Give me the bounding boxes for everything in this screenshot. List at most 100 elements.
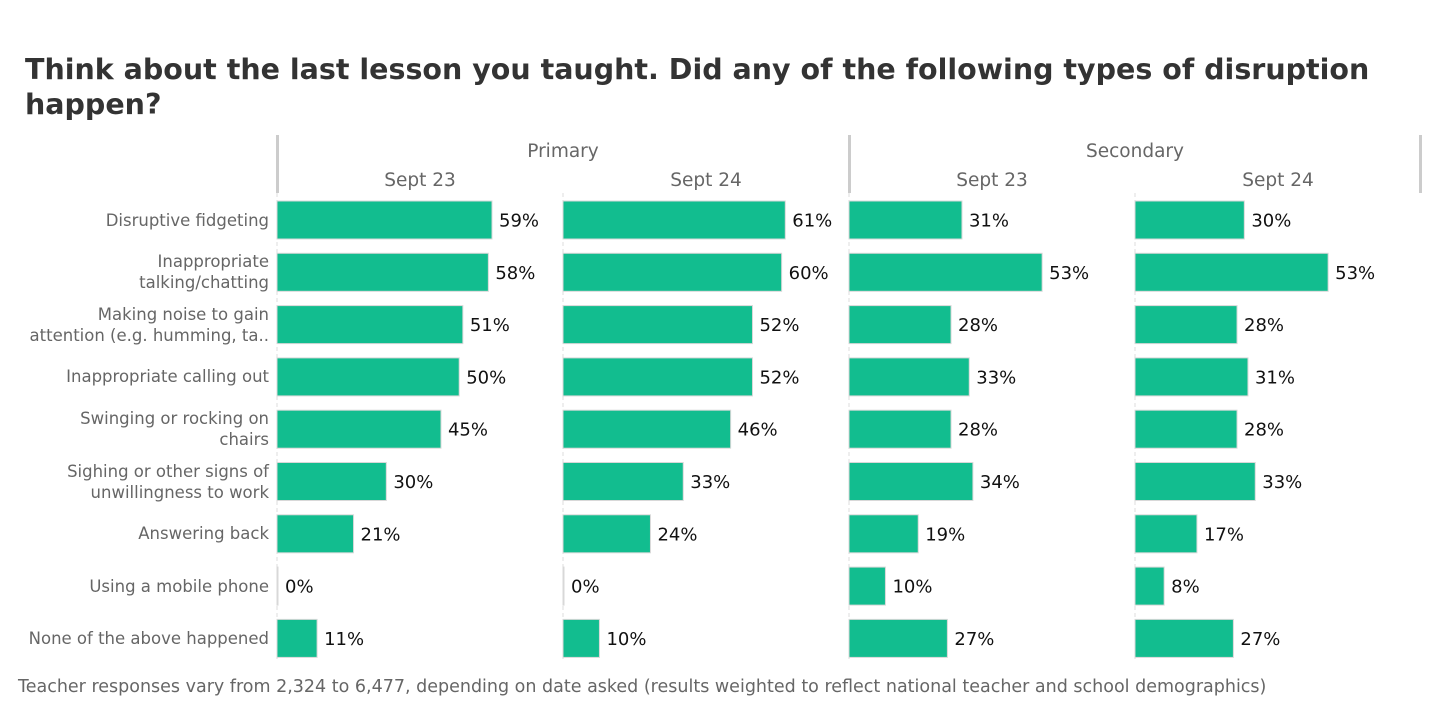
bar xyxy=(1134,200,1245,240)
category-label-line: Sighing or other signs of xyxy=(67,461,269,481)
category-label-line: Disruptive fidgeting xyxy=(105,210,269,230)
category-label-line: Swinging or rocking on xyxy=(80,409,269,429)
data-label: 30% xyxy=(393,472,433,493)
data-label: 34% xyxy=(980,472,1020,493)
category-label: Using a mobile phone xyxy=(89,576,269,597)
category-label-line: chairs xyxy=(219,430,269,450)
bar xyxy=(562,462,684,501)
bar xyxy=(1134,409,1238,449)
bar xyxy=(562,566,565,606)
category-label-line: None of the above happened xyxy=(28,628,269,648)
category-label-line: Making noise to gain xyxy=(97,304,269,324)
category-label: Sighing or other signs of unwillingness t… xyxy=(67,461,269,503)
category-label: Answering back xyxy=(138,523,269,544)
bar xyxy=(1134,357,1249,397)
bar xyxy=(1134,252,1329,292)
data-label: 27% xyxy=(954,629,994,650)
chart-title: Think about the last lesson you taught. … xyxy=(25,53,1370,121)
category-label: Inappropriate calling out xyxy=(66,366,269,387)
data-label: 61% xyxy=(792,211,832,232)
bar xyxy=(848,200,963,240)
category-label-line: Inappropriate xyxy=(157,252,269,272)
bar xyxy=(848,462,974,501)
group-separator-right xyxy=(1419,135,1422,193)
data-label: 28% xyxy=(958,315,998,336)
bar xyxy=(276,252,489,292)
bar xyxy=(562,618,600,658)
data-label: 11% xyxy=(324,629,364,650)
footnote: Teacher responses vary from 2,324 to 6,4… xyxy=(18,677,1267,697)
category-label-line: Using a mobile phone xyxy=(89,576,269,596)
bar xyxy=(276,409,442,449)
bar xyxy=(1134,462,1256,501)
category-label: None of the above happened xyxy=(29,628,269,649)
data-label: 0% xyxy=(285,577,314,598)
data-label: 10% xyxy=(892,577,932,598)
data-label: 52% xyxy=(759,315,799,336)
bar xyxy=(848,514,919,554)
bar xyxy=(848,409,952,449)
data-label: 28% xyxy=(958,420,998,441)
data-label: 33% xyxy=(1262,472,1302,493)
group-separator-middle xyxy=(848,135,851,193)
data-label: 58% xyxy=(495,263,535,284)
category-label: Inappropriate talking/chatting xyxy=(139,251,269,293)
category-label: Disruptive fidgeting xyxy=(106,210,269,231)
data-label: 59% xyxy=(499,211,539,232)
bar xyxy=(1134,566,1165,606)
bar xyxy=(848,618,948,658)
data-label: 45% xyxy=(448,420,488,441)
data-label: 53% xyxy=(1049,263,1089,284)
bar xyxy=(848,305,952,345)
column-label-primary-sept24: Sept 24 xyxy=(670,170,742,191)
bar xyxy=(276,357,460,397)
data-label: 31% xyxy=(1255,367,1295,388)
column-label-primary-sept23: Sept 23 xyxy=(384,170,456,191)
category-label: Making noise to gain attention (e.g. humm… xyxy=(30,304,269,346)
data-label: 28% xyxy=(1244,315,1284,336)
category-label-line: talking/chatting xyxy=(139,273,269,293)
column-label-secondary-sept23: Sept 23 xyxy=(956,170,1028,191)
bar xyxy=(276,305,464,345)
data-label: 31% xyxy=(969,211,1009,232)
data-label: 53% xyxy=(1335,263,1375,284)
bar xyxy=(1134,305,1238,345)
data-label: 8% xyxy=(1171,577,1200,598)
bar xyxy=(562,514,651,554)
data-label: 0% xyxy=(571,577,600,598)
bar xyxy=(276,200,493,240)
bar xyxy=(848,357,970,397)
data-label: 51% xyxy=(470,315,510,336)
data-label: 30% xyxy=(1251,211,1291,232)
bar xyxy=(276,618,318,658)
bar xyxy=(562,357,753,397)
data-label: 19% xyxy=(925,524,965,545)
group-label-secondary: Secondary xyxy=(1086,141,1184,162)
bar xyxy=(276,566,279,606)
group-separator-left xyxy=(276,135,279,193)
category-label: Swinging or rocking on chairs xyxy=(80,408,269,450)
bar xyxy=(848,252,1043,292)
data-label: 52% xyxy=(759,367,799,388)
data-label: 21% xyxy=(361,524,401,545)
data-label: 24% xyxy=(657,524,697,545)
data-label: 10% xyxy=(606,629,646,650)
bar xyxy=(1134,514,1198,554)
data-label: 27% xyxy=(1240,629,1280,650)
category-label-line: attention (e.g. humming, ta.. xyxy=(29,325,269,345)
data-label: 60% xyxy=(789,263,829,284)
data-label: 17% xyxy=(1204,524,1244,545)
bar xyxy=(562,252,783,292)
group-label-primary: Primary xyxy=(527,141,599,162)
bar xyxy=(562,305,753,345)
bar xyxy=(562,409,732,449)
category-label-line: Inappropriate calling out xyxy=(66,367,269,387)
data-label: 50% xyxy=(466,367,506,388)
bar xyxy=(562,200,786,240)
category-label-line: Answering back xyxy=(138,524,269,544)
column-label-secondary-sept24: Sept 24 xyxy=(1242,170,1314,191)
data-label: 46% xyxy=(738,420,778,441)
bar xyxy=(848,566,886,606)
data-label: 33% xyxy=(976,367,1016,388)
